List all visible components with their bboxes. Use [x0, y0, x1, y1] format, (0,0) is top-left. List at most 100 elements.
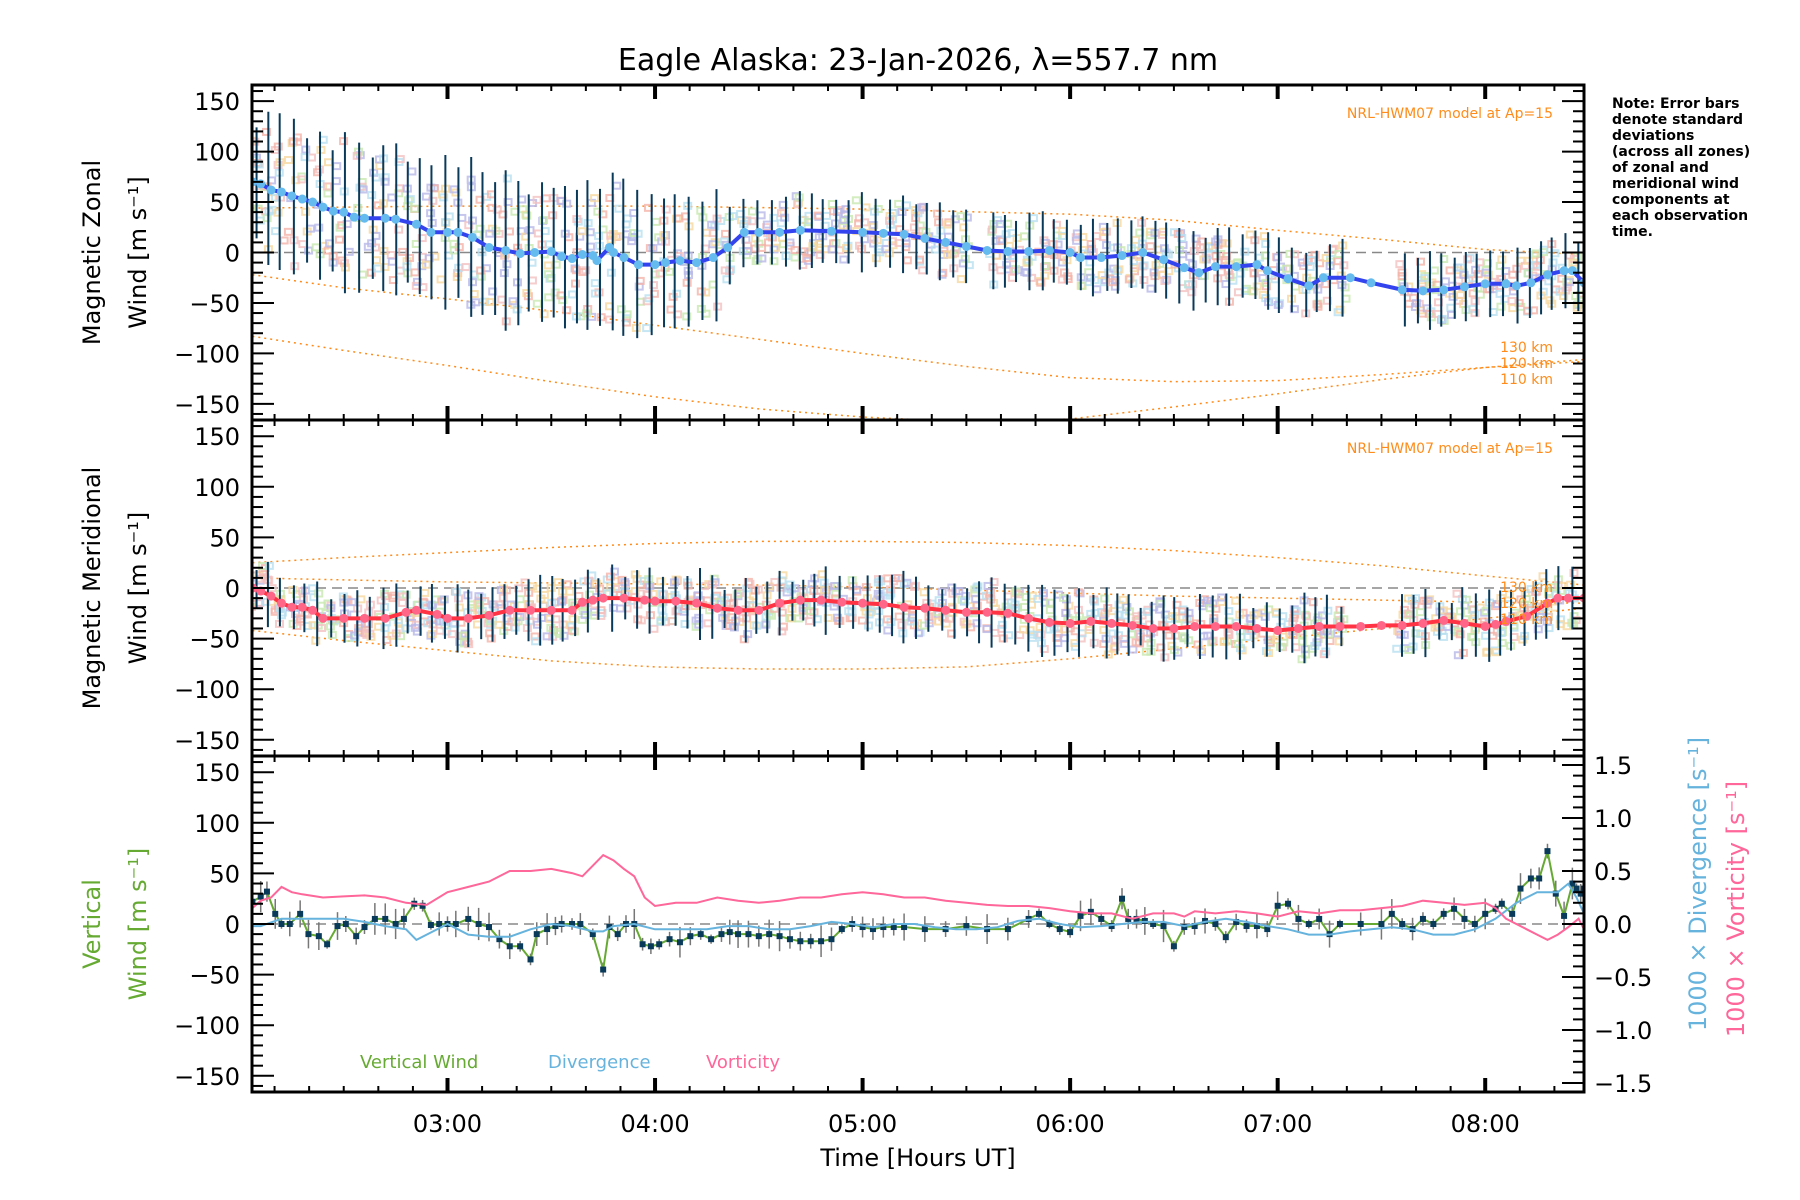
- vertical-wind-point: [353, 933, 360, 940]
- zone-marker: [502, 174, 512, 183]
- zone-marker: [702, 596, 712, 605]
- wind-point: [899, 602, 909, 612]
- zone-marker: [913, 629, 923, 638]
- vertical-wind-point: [828, 936, 835, 943]
- wind-point: [297, 602, 307, 612]
- zone-marker: [627, 237, 637, 246]
- wind-point: [1563, 593, 1573, 603]
- zone-marker: [943, 220, 953, 229]
- zone-marker: [1222, 239, 1232, 248]
- wind-point: [795, 225, 805, 235]
- zone-marker: [894, 199, 904, 208]
- zone-marker: [323, 182, 333, 191]
- wind-point: [1459, 282, 1469, 292]
- zone-marker: [1285, 249, 1295, 258]
- zone-marker: [277, 608, 287, 617]
- wind-point: [546, 605, 556, 615]
- zone-marker: [1504, 590, 1514, 599]
- zone-marker: [612, 181, 622, 190]
- vertical-wind-point: [1233, 918, 1240, 925]
- zone-marker: [1100, 594, 1110, 603]
- zone-marker: [314, 223, 324, 232]
- zone-marker: [1118, 595, 1128, 604]
- y-tick-label: 0: [225, 240, 240, 268]
- zone-marker: [366, 632, 376, 641]
- zone-marker: [596, 313, 606, 322]
- zone-marker: [334, 235, 344, 244]
- vertical-wind-point: [1336, 921, 1343, 927]
- y-axis-title-line1: Vertical: [78, 879, 106, 969]
- wind-point: [1480, 279, 1490, 289]
- wind-point: [567, 254, 577, 264]
- zone-marker: [861, 203, 871, 212]
- zone-marker: [1007, 273, 1017, 282]
- zone-marker: [769, 257, 779, 266]
- zone-marker: [1392, 644, 1402, 653]
- wind-point: [1138, 248, 1148, 257]
- zone-marker: [590, 289, 600, 298]
- zone-marker: [499, 269, 509, 278]
- zone-marker: [595, 584, 605, 593]
- zone-marker: [1103, 650, 1113, 659]
- wind-point: [256, 179, 266, 189]
- zone-marker: [842, 244, 852, 253]
- wind-point: [1366, 278, 1376, 288]
- vertical-wind-point: [1399, 921, 1406, 927]
- wind-point: [266, 185, 276, 195]
- zone-marker: [1572, 303, 1582, 312]
- wind-point: [426, 227, 436, 237]
- zone-marker: [485, 229, 495, 238]
- zone-marker: [435, 617, 445, 626]
- wind-point: [1065, 618, 1075, 628]
- zone-marker: [558, 296, 568, 305]
- zone-marker: [909, 223, 919, 232]
- zone-marker: [661, 205, 671, 214]
- zone-marker: [1177, 233, 1187, 242]
- zone-marker: [707, 220, 717, 229]
- zone-marker: [273, 208, 283, 217]
- vertical-wind-point: [776, 933, 783, 940]
- zone-marker: [764, 582, 774, 591]
- wind-point: [359, 213, 369, 223]
- zone-marker: [1446, 303, 1456, 312]
- zone-marker: [283, 227, 293, 236]
- zone-marker: [475, 601, 485, 610]
- zone-marker: [1419, 596, 1429, 605]
- zone-marker: [297, 175, 307, 184]
- model-curve-130km: [252, 540, 1584, 586]
- wind-point: [826, 226, 836, 236]
- zone-marker: [1259, 232, 1269, 241]
- zone-marker: [1298, 637, 1308, 646]
- zone-marker: [821, 211, 831, 220]
- wind-point: [1262, 266, 1272, 276]
- wind-point: [941, 605, 951, 615]
- vertical-wind-point: [552, 923, 559, 930]
- zone-marker: [1184, 280, 1194, 289]
- wind-point: [1076, 253, 1086, 263]
- vertical-wind-point: [786, 936, 793, 943]
- vertical-wind-point: [589, 931, 596, 938]
- y-tick-label: 50: [209, 860, 240, 888]
- wind-point: [266, 591, 276, 601]
- vertical-wind-point: [1067, 929, 1074, 936]
- zone-marker: [311, 636, 321, 645]
- zone-marker: [373, 264, 383, 273]
- vertical-wind-point: [1440, 910, 1447, 917]
- zone-marker: [1470, 309, 1480, 318]
- wind-point: [1542, 598, 1552, 608]
- wind-point: [1024, 246, 1034, 256]
- y-tick-label: −50: [189, 962, 240, 990]
- zone-marker: [1508, 270, 1518, 279]
- zone-marker: [545, 614, 555, 623]
- vertical-wind-point: [1222, 934, 1229, 941]
- wind-point: [1210, 621, 1220, 631]
- zone-marker: [761, 620, 771, 629]
- wind-point: [660, 258, 670, 268]
- zone-marker: [616, 604, 626, 613]
- wind-point: [961, 607, 971, 617]
- x-tick-label: 03:00: [413, 1110, 482, 1138]
- zone-marker: [352, 151, 362, 160]
- wind-point: [1210, 262, 1220, 272]
- zone-marker: [468, 278, 478, 287]
- zone-marker: [1045, 606, 1055, 615]
